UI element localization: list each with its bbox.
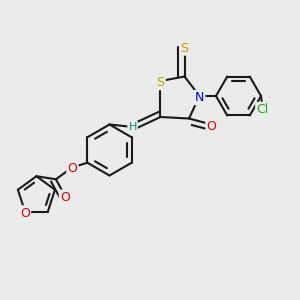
Text: Cl: Cl (256, 103, 268, 116)
Text: S: S (181, 41, 188, 55)
Text: H: H (128, 122, 137, 132)
Text: N: N (195, 91, 204, 104)
Text: O: O (68, 162, 77, 175)
Text: O: O (20, 206, 30, 220)
Text: O: O (60, 191, 70, 204)
Text: S: S (157, 76, 164, 89)
Text: O: O (207, 119, 216, 133)
